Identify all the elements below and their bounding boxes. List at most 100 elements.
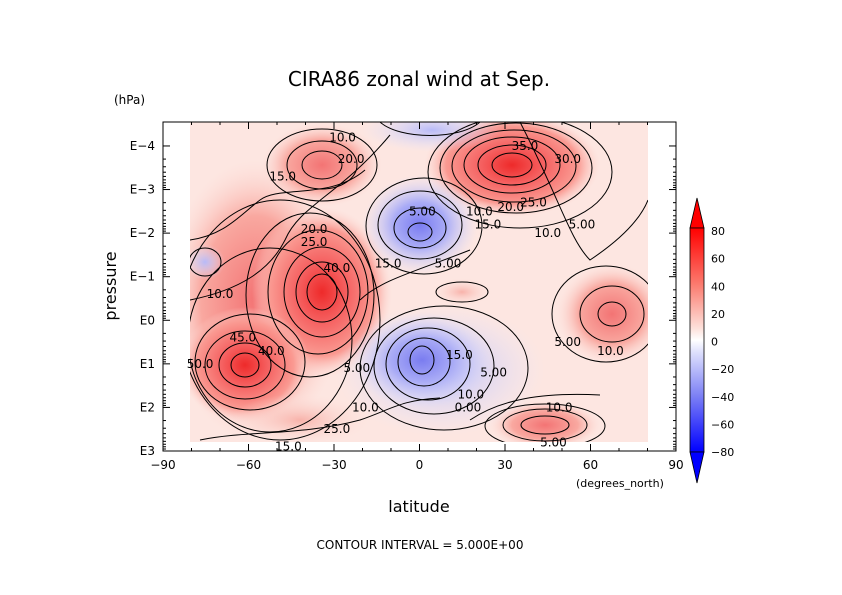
contour-label: 30.0 bbox=[554, 152, 581, 166]
contour-label: 15.0 bbox=[446, 348, 473, 362]
contour-label: 10.0 bbox=[457, 387, 484, 401]
contour-line bbox=[194, 313, 306, 411]
contour-label: 15.0 bbox=[475, 217, 502, 231]
x-axis-label: latitude bbox=[388, 497, 449, 516]
contour-label-text: 45.0 bbox=[229, 331, 256, 345]
contour-lines bbox=[190, 122, 648, 442]
contour-label-text: 5.00 bbox=[343, 361, 370, 375]
contour-label-text: 10.0 bbox=[352, 400, 379, 414]
contour-line bbox=[451, 129, 577, 203]
contour-line bbox=[477, 144, 547, 186]
colorbar-label: 40 bbox=[711, 280, 725, 293]
contour-label: 5.00 bbox=[409, 204, 436, 218]
contour-label: 5.00 bbox=[540, 435, 567, 449]
contour-label-text: 5.00 bbox=[435, 257, 462, 271]
contour-line bbox=[295, 261, 349, 323]
field-region bbox=[190, 244, 225, 280]
field-region bbox=[362, 122, 502, 152]
contour-label-text: 25.0 bbox=[301, 235, 328, 249]
contour-labels: 10.020.015.020.025.040.010.045.040.035.0… bbox=[187, 130, 624, 454]
x-tick-label: 30 bbox=[497, 458, 512, 472]
contour-label: 10.0 bbox=[546, 400, 573, 414]
contour-label-text: 5.00 bbox=[554, 335, 581, 349]
colorbar-label: 80 bbox=[711, 225, 725, 238]
contour-line bbox=[245, 212, 375, 378]
contour-label: 10.0 bbox=[534, 226, 561, 240]
contour-line bbox=[393, 207, 447, 249]
contour-label-text: 35.0 bbox=[512, 139, 539, 153]
x-axis: −90 −60 −30 0 30 60 90 bbox=[150, 122, 684, 472]
y-tick-label: E3 bbox=[140, 444, 155, 458]
contour-label: 20.0 bbox=[301, 222, 328, 236]
contour-label-text: 40.0 bbox=[258, 344, 285, 358]
y-tick-label: E−1 bbox=[130, 270, 155, 284]
contour-label: 10.0 bbox=[329, 130, 356, 144]
colorbar-bottom-arrow bbox=[689, 451, 705, 484]
contour-label-text: 15.0 bbox=[275, 440, 302, 454]
contour-line bbox=[377, 190, 463, 260]
colorbar-label: −40 bbox=[711, 391, 734, 404]
contour-label-text: 10.0 bbox=[546, 400, 573, 414]
colorbar-label: 0 bbox=[711, 336, 718, 349]
contour-line bbox=[359, 249, 471, 301]
contour-label: 5.00 bbox=[343, 361, 370, 375]
y-tick-label: E−2 bbox=[130, 226, 155, 240]
contour-label-text: 15.0 bbox=[269, 169, 296, 183]
contour-label: 25.0 bbox=[323, 422, 350, 436]
y-axis: E−4 E−3 E−2 E−1 E0 E1 E2 E3 bbox=[130, 139, 676, 458]
y-unit-label: (hPa) bbox=[114, 93, 145, 107]
contour-line bbox=[551, 265, 648, 363]
contour-line bbox=[491, 152, 533, 178]
colorbar: 80 60 40 20 0 −20 −40 −60 −80 bbox=[689, 197, 734, 484]
contour-label-text: 15.0 bbox=[475, 217, 502, 231]
contour-label-text: 20.0 bbox=[497, 200, 524, 214]
contour-label: 15.0 bbox=[275, 440, 302, 454]
x-tick-label: 90 bbox=[668, 458, 683, 472]
contour-label-text: 10.0 bbox=[534, 226, 561, 240]
x-tick-label: −90 bbox=[150, 458, 175, 472]
contour-line bbox=[484, 403, 606, 442]
contour-line bbox=[204, 330, 286, 400]
colorbar-body bbox=[689, 227, 705, 453]
contour-label: 20.0 bbox=[497, 200, 524, 214]
contour-label-text: 15.0 bbox=[375, 257, 402, 271]
plot-area: 10.020.015.020.025.040.010.045.040.035.0… bbox=[162, 121, 677, 454]
contour-line bbox=[190, 247, 353, 433]
contour-line bbox=[397, 337, 451, 387]
contour-label: 10.0 bbox=[207, 287, 234, 301]
contour-label-text: 0.00 bbox=[455, 400, 482, 414]
contour-line bbox=[266, 128, 378, 202]
contour-label-text: 25.0 bbox=[323, 422, 350, 436]
contour-label-text: 10.0 bbox=[207, 287, 234, 301]
contour-label-text: 5.00 bbox=[569, 217, 596, 231]
contour-label-text: 10.0 bbox=[466, 204, 493, 218]
contour-label-text: 5.00 bbox=[540, 435, 567, 449]
contour-line bbox=[359, 305, 529, 431]
contour-label-text: 10.0 bbox=[597, 344, 624, 358]
contour-label: 15.0 bbox=[375, 257, 402, 271]
contour-line bbox=[230, 352, 260, 378]
contour-label: 25.0 bbox=[301, 235, 328, 249]
contour-line bbox=[597, 301, 627, 327]
field-region bbox=[262, 123, 382, 207]
contour-line bbox=[502, 408, 588, 442]
y-tick-label: E0 bbox=[140, 313, 155, 327]
contour-label: 5.00 bbox=[435, 257, 462, 271]
contour-line bbox=[519, 122, 648, 261]
x-tick-label: −60 bbox=[236, 458, 261, 472]
contour-line bbox=[373, 317, 495, 415]
contour-line bbox=[469, 393, 601, 421]
colorbar-label: −80 bbox=[711, 446, 734, 459]
contour-line bbox=[301, 150, 343, 180]
x-tick-label: −30 bbox=[321, 458, 346, 472]
contour-line bbox=[190, 199, 381, 441]
contour-line bbox=[427, 122, 613, 229]
contour-label: 40.0 bbox=[258, 344, 285, 358]
contour-label: 10.0 bbox=[597, 344, 624, 358]
contour-label: 10.0 bbox=[352, 400, 379, 414]
contour-label: 10.0 bbox=[466, 204, 493, 218]
contour-line bbox=[435, 281, 489, 303]
contour-line bbox=[463, 136, 561, 194]
colorbar-label: −60 bbox=[711, 418, 734, 431]
x-tick-label: 60 bbox=[583, 458, 598, 472]
